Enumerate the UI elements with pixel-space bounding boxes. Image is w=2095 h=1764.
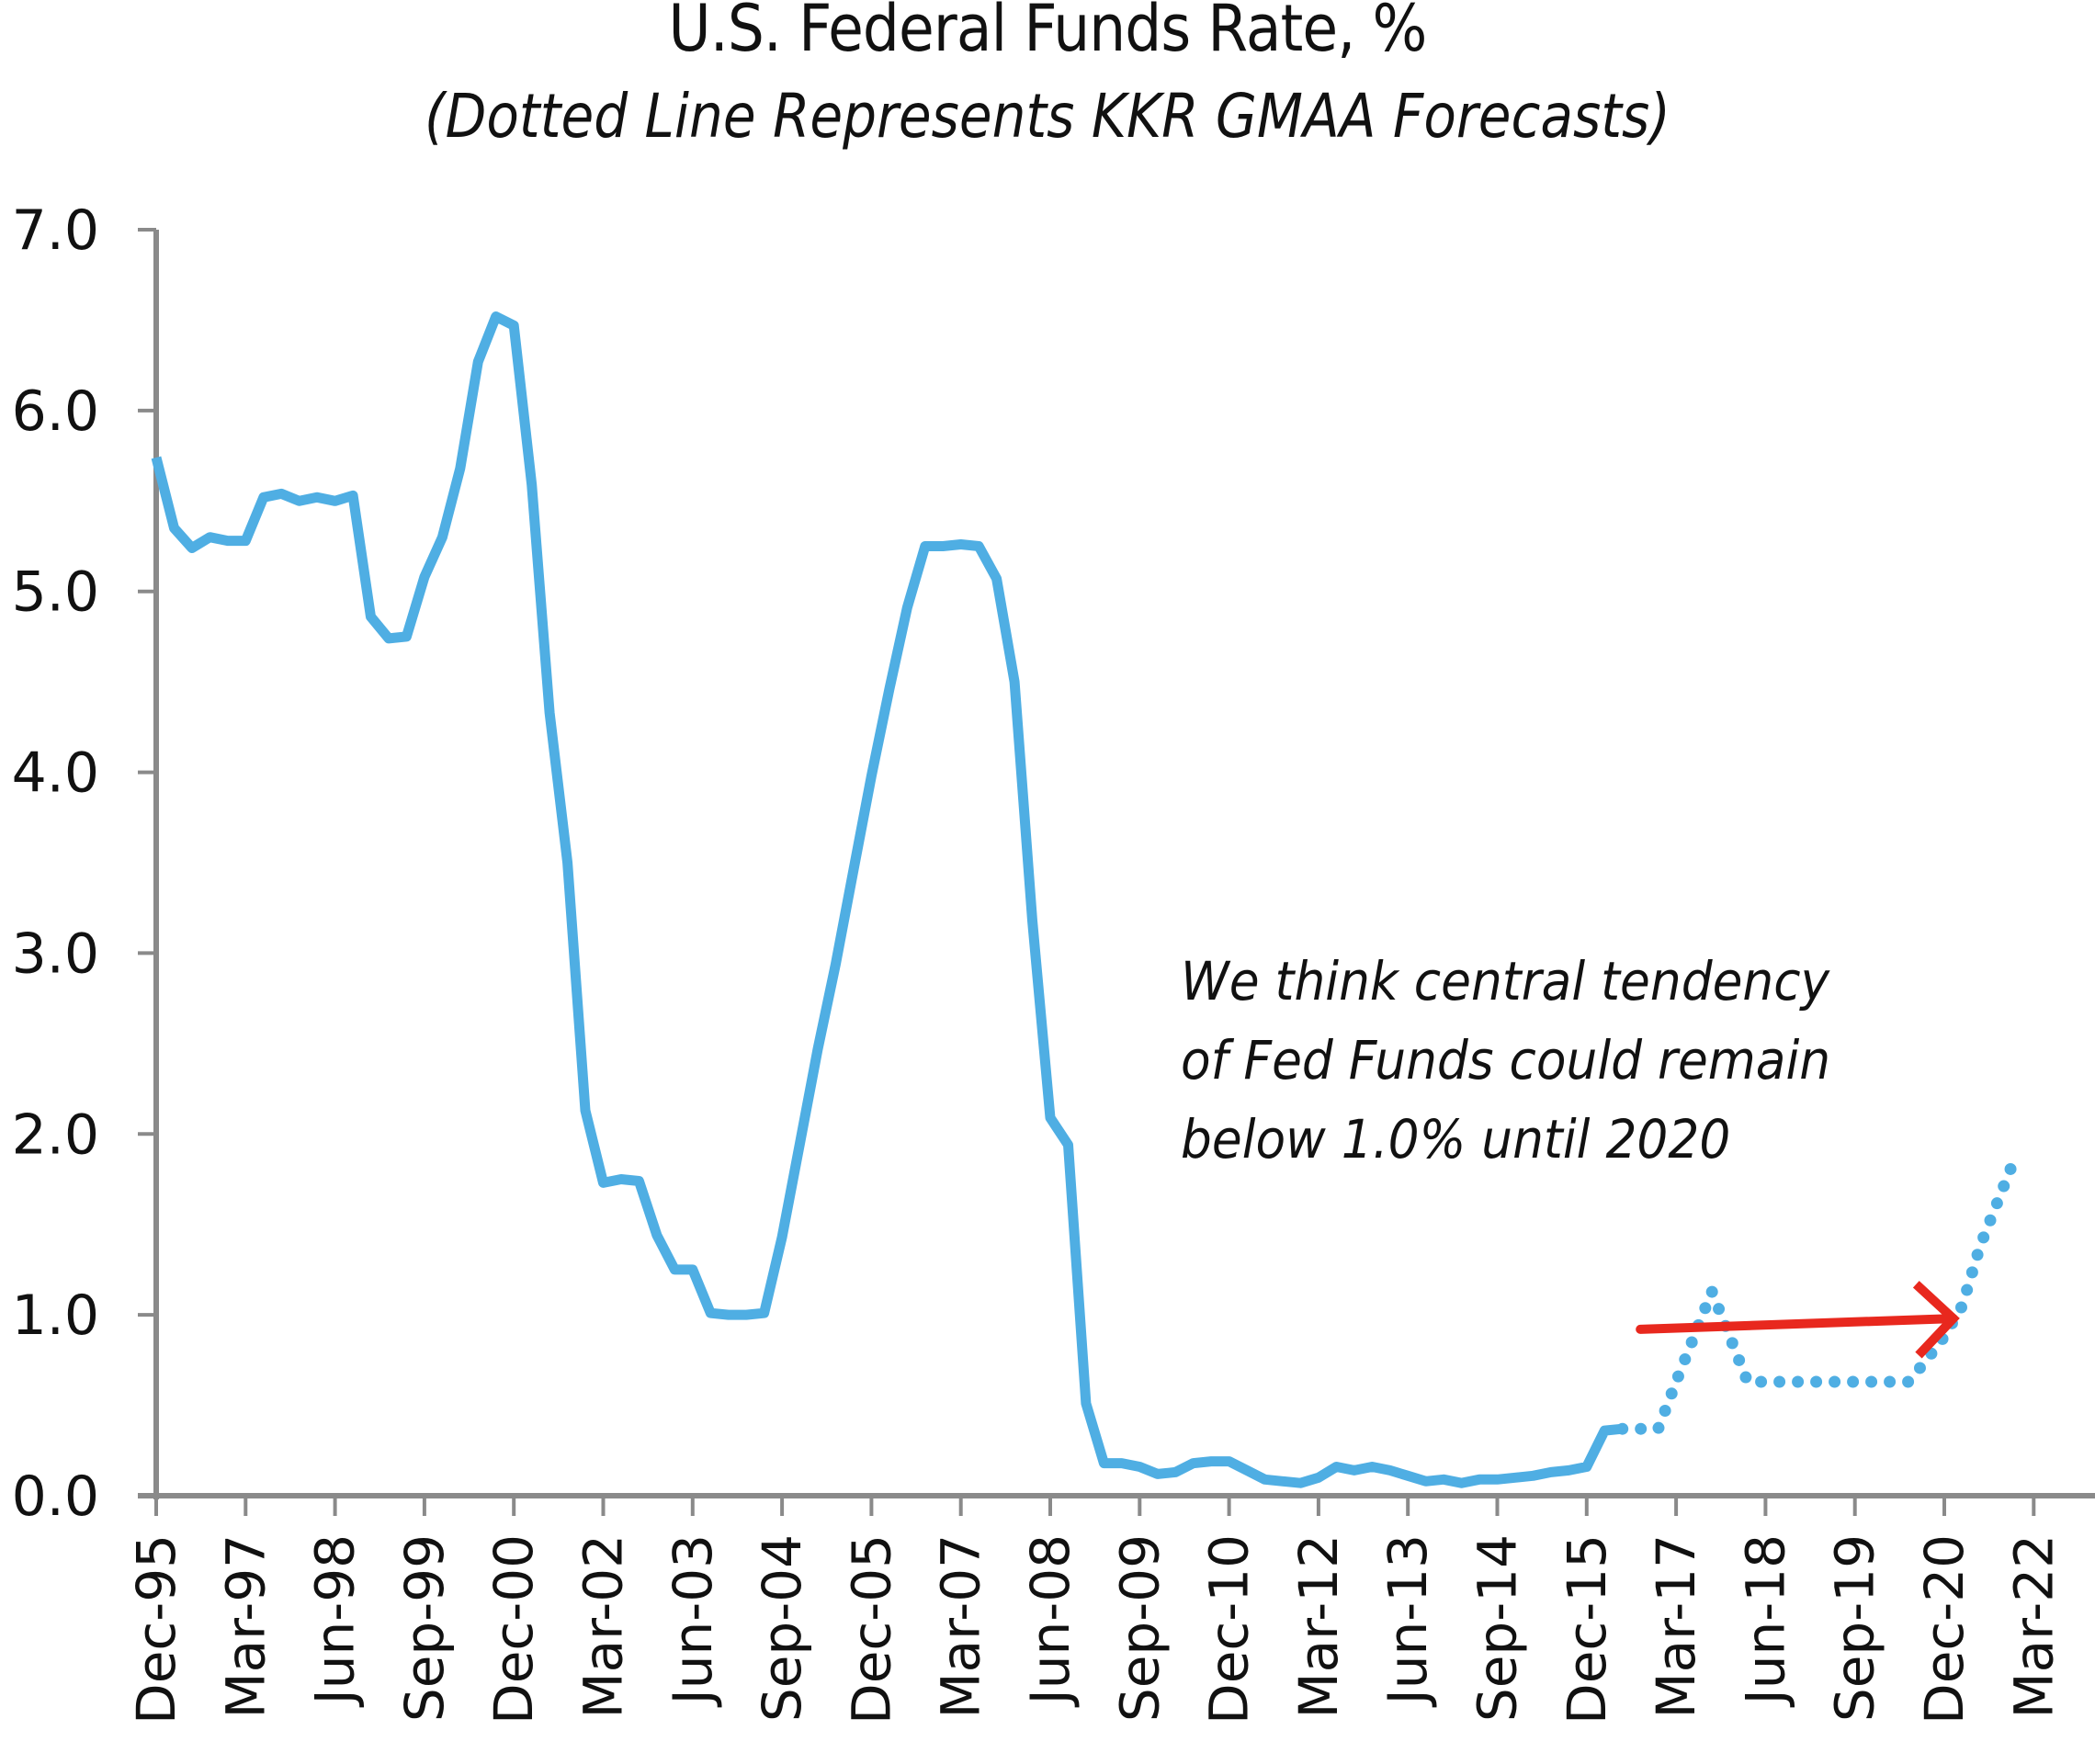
annotation-line: below 1.0% until 2020 [1181,1108,1731,1170]
arrow-head [1912,1281,1960,1359]
y-tick-label: 3.0 [12,922,99,986]
y-tick-label: 2.0 [12,1102,99,1167]
x-tick-label: Mar-17 [1645,1534,1707,1718]
arrow-shaft [1636,1314,1958,1334]
x-tick-label: Dec-15 [1556,1534,1618,1724]
x-tick-label: Mar-97 [214,1534,277,1718]
x-tick-label: Sep-19 [1824,1534,1886,1722]
y-tick-label: 6.0 [12,379,99,444]
x-tick-label: Mar-22 [2002,1534,2065,1718]
annotation-line: of Fed Funds could remain [1181,1029,1831,1091]
forecast-series-line [1616,1149,2022,1435]
x-tick-label: Sep-04 [751,1534,813,1722]
x-tick-label: Mar-12 [1287,1534,1350,1718]
x-tick-label: Mar-07 [930,1534,992,1718]
y-tick-label: 7.0 [12,198,99,263]
y-tick-label: 5.0 [12,560,99,625]
y-tick-label: 0.0 [12,1464,99,1529]
x-tick-label: Jun-18 [1734,1534,1796,1707]
x-tick-label: Dec-10 [1198,1534,1261,1724]
x-tick-label: Sep-14 [1466,1534,1529,1722]
chart-subtitle: (Dotted Line Represents KKR GMAA Forecas… [425,81,1670,152]
y-tick-label: 4.0 [12,741,99,806]
x-tick-label: Dec-00 [482,1534,545,1724]
x-tick-label: Jun-03 [662,1534,724,1707]
x-tick-label: Sep-99 [393,1534,456,1722]
annotation-line: We think central tendency [1181,950,1830,1012]
x-tick-label: Mar-02 [572,1534,635,1718]
x-tick-label: Jun-13 [1376,1534,1439,1707]
x-tick-label: Dec-95 [125,1534,187,1724]
annotation-text: We think central tendency of Fed Funds c… [1181,942,1830,1179]
x-tick-label: Sep-09 [1108,1534,1171,1722]
x-tick-label: Dec-20 [1913,1534,1976,1724]
x-tick-label: Jun-98 [304,1534,367,1707]
y-tick-label: 1.0 [12,1283,99,1348]
x-tick-label: Jun-08 [1019,1534,1081,1707]
x-tick-label: Dec-05 [840,1534,902,1724]
actual-series-line [151,311,1624,1488]
chart-title: U.S. Federal Funds Rate, % [668,0,1428,66]
